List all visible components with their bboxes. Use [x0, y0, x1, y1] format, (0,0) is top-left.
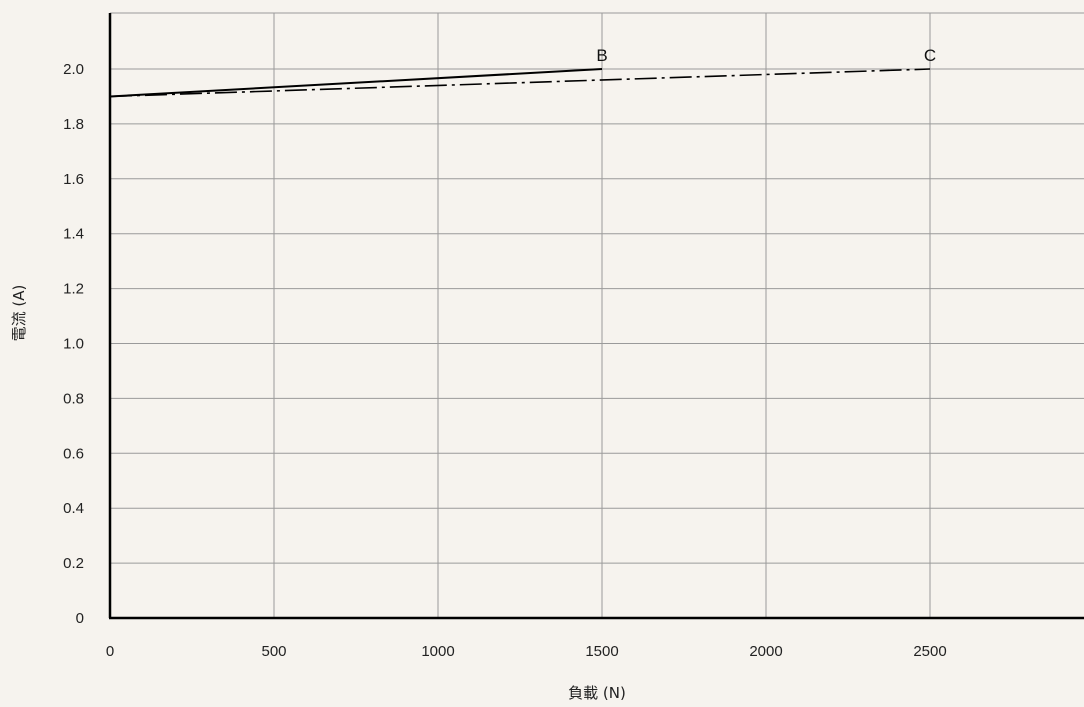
x-tick-label: 2000 [749, 643, 782, 660]
y-tick-label: 0.8 [63, 390, 84, 407]
y-tick-label: 0.4 [63, 500, 84, 517]
y-tick-label: 0.6 [63, 445, 84, 462]
y-tick-label: 1.2 [63, 281, 84, 298]
x-tick-label: 2500 [913, 643, 946, 660]
tick-labels: 0 500 1000 1500 2000 2500 0 0.2 0.4 0.6 0.8 1.0 1.2 1… [63, 61, 947, 660]
y-tick-label: 2.0 [63, 61, 84, 78]
x-tick-label: 1000 [421, 643, 454, 660]
x-tick-label: 500 [261, 643, 286, 660]
y-tick-label: 0.2 [63, 555, 84, 572]
y-axis-label: 電流 (A) [10, 285, 28, 342]
series-line-C [109, 68, 931, 98]
x-tick-label: 1500 [585, 643, 618, 660]
y-tick-label: 1.8 [63, 116, 84, 133]
y-tick-label: 1.4 [63, 226, 84, 243]
point-label-B: B [596, 46, 607, 65]
point-label-C: C [924, 46, 936, 65]
y-tick-label: 1.0 [63, 336, 84, 353]
y-tick-label: 0 [76, 610, 84, 627]
y-tick-label: 1.6 [63, 171, 84, 188]
series-line-B [109, 68, 603, 98]
axes [108, 13, 1084, 620]
x-tick-label: 0 [106, 643, 114, 660]
x-axis-label: 負載 (N) [568, 684, 626, 702]
series-group [109, 68, 931, 98]
grid [110, 12, 1084, 618]
